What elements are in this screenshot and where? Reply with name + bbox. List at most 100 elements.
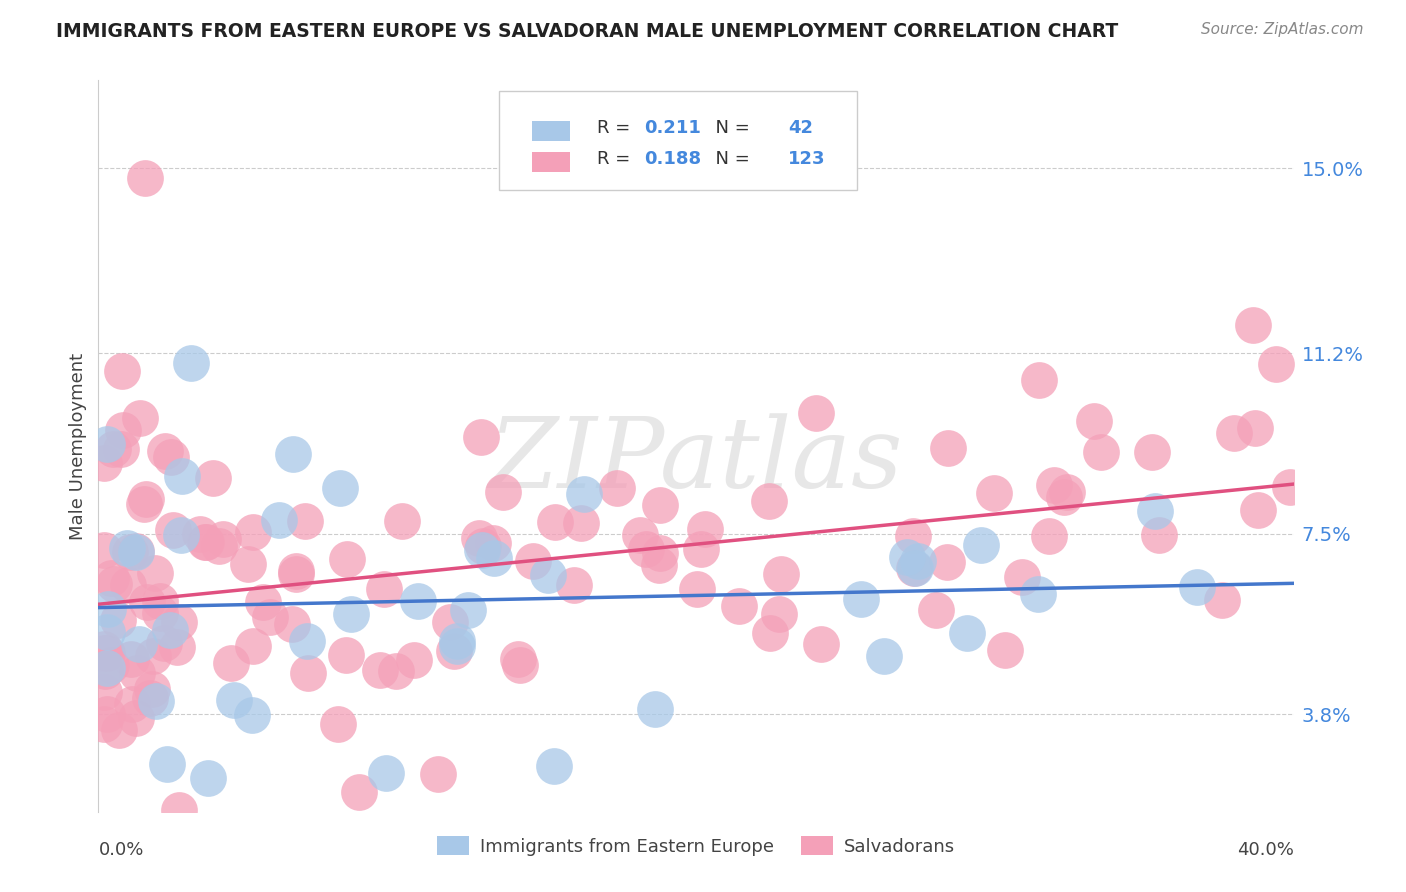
Point [100,571,122,585]
Point [93,542,115,557]
Point [96,661,118,675]
Point [120,652,142,666]
Point [259,609,281,624]
Point [439,615,461,630]
Point [159,450,181,465]
Y-axis label: Male Unemployment: Male Unemployment [69,352,87,540]
Point [117,578,139,592]
Point [236,557,259,571]
Point [124,711,146,725]
Point [149,606,172,620]
Point [936,441,959,455]
Point [211,532,233,546]
Point [1144,503,1167,517]
Point [252,595,274,609]
Point [374,765,396,780]
Point [194,535,217,549]
Point [129,411,152,425]
Point [690,541,713,556]
Point [96,625,118,640]
Point [1278,480,1301,494]
Point [1247,503,1270,517]
Point [508,652,530,666]
Point [110,442,132,456]
Point [166,640,188,654]
Text: N =: N = [704,150,756,168]
Point [569,516,592,530]
Point [543,759,565,773]
Point [167,804,190,818]
Point [1244,421,1267,435]
Text: 0.211: 0.211 [644,119,702,136]
Point [195,534,218,549]
Point [128,636,150,650]
Text: 123: 123 [787,150,825,168]
Point [536,567,558,582]
Point [297,666,319,681]
Point [170,528,193,542]
Point [509,658,531,673]
Point [115,541,138,555]
Point [269,513,291,527]
Point [242,639,264,653]
Point [693,522,716,536]
Point [125,544,148,558]
Point [180,356,202,370]
Point [111,363,134,377]
Text: 40.0%: 40.0% [1237,841,1294,859]
Point [107,613,129,627]
Point [326,716,349,731]
Point [201,471,224,485]
Point [1043,477,1066,491]
Point [759,626,782,640]
Point [896,550,918,565]
Point [648,558,671,572]
Point [280,616,302,631]
Point [224,693,246,707]
Point [156,757,179,772]
Point [1038,528,1060,542]
Point [368,663,391,677]
Point [145,566,167,581]
Point [93,456,115,470]
Point [1241,318,1264,332]
Point [134,170,156,185]
FancyBboxPatch shape [533,121,571,141]
Point [132,497,155,511]
Point [159,623,181,637]
Point [190,527,212,541]
Point [468,531,491,545]
Point [112,423,135,437]
Point [634,541,657,556]
Point [1056,484,1078,499]
FancyBboxPatch shape [533,152,571,171]
Point [335,648,357,663]
Point [492,484,515,499]
Text: Source: ZipAtlas.com: Source: ZipAtlas.com [1201,22,1364,37]
Point [1090,445,1112,459]
Point [141,681,163,696]
Point [543,515,565,529]
Point [727,599,749,613]
Point [628,528,651,542]
Point [93,717,115,731]
Point [240,707,263,722]
Point [155,444,177,458]
Legend: Immigrants from Eastern Europe, Salvadorans: Immigrants from Eastern Europe, Salvador… [429,830,963,863]
Point [1026,587,1049,601]
Point [96,646,118,660]
Point [446,639,468,653]
Point [329,482,352,496]
Point [1211,592,1233,607]
Point [100,658,122,673]
Point [93,664,115,678]
Point [1083,413,1105,427]
Point [471,542,494,557]
Point [197,771,219,785]
Point [994,642,1017,657]
Point [1265,357,1288,371]
Point [471,539,494,553]
Point [121,697,143,711]
Point [145,693,167,707]
Point [336,552,359,566]
